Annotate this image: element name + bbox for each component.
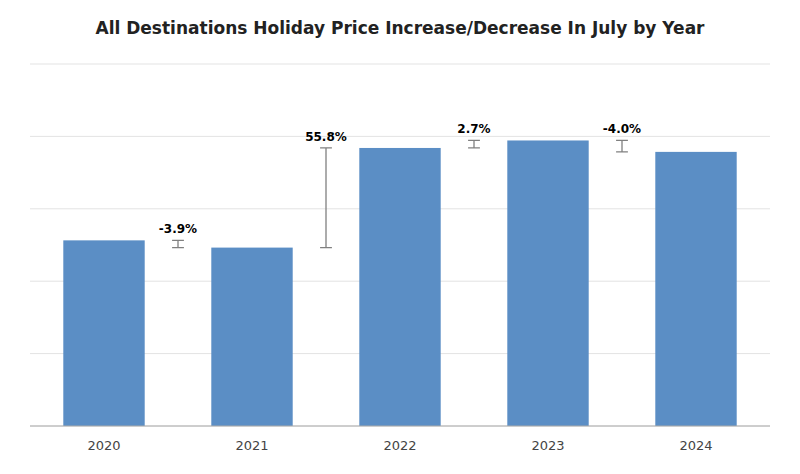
change-connector [172,240,184,247]
x-tick-label: 2021 [235,438,268,453]
annotations: -3.9% 55.8% 2.7% -4.0% [159,122,641,236]
x-tick-label: 2023 [531,438,564,453]
change-connector [320,148,332,248]
x-tick-label: 2024 [679,438,712,453]
change-connector [468,140,480,147]
bar [655,152,736,426]
connectors [172,140,628,247]
change-connector [616,140,628,151]
x-tick-label: 2022 [383,438,416,453]
annotation: -4.0% [603,122,641,136]
grid-line [30,136,770,137]
chart-container: All Destinations Holiday Price Increase/… [0,0,800,474]
title: All Destinations Holiday Price Increase/… [96,18,706,38]
x-axis-line [30,426,770,427]
bar [211,248,292,426]
x-tick-label: 2020 [87,438,120,453]
chart-svg: All Destinations Holiday Price Increase/… [0,0,800,474]
grid-line [30,64,770,65]
bars [63,140,736,426]
x-axis: 2020 2021 2022 2023 2024 [87,438,712,453]
bar [63,240,144,426]
annotation: -3.9% [159,222,197,236]
bar [507,140,588,426]
grid-line [30,426,770,427]
annotation: 2.7% [457,122,490,136]
grid [30,64,770,426]
annotation: 55.8% [305,130,347,144]
bar [359,148,440,426]
